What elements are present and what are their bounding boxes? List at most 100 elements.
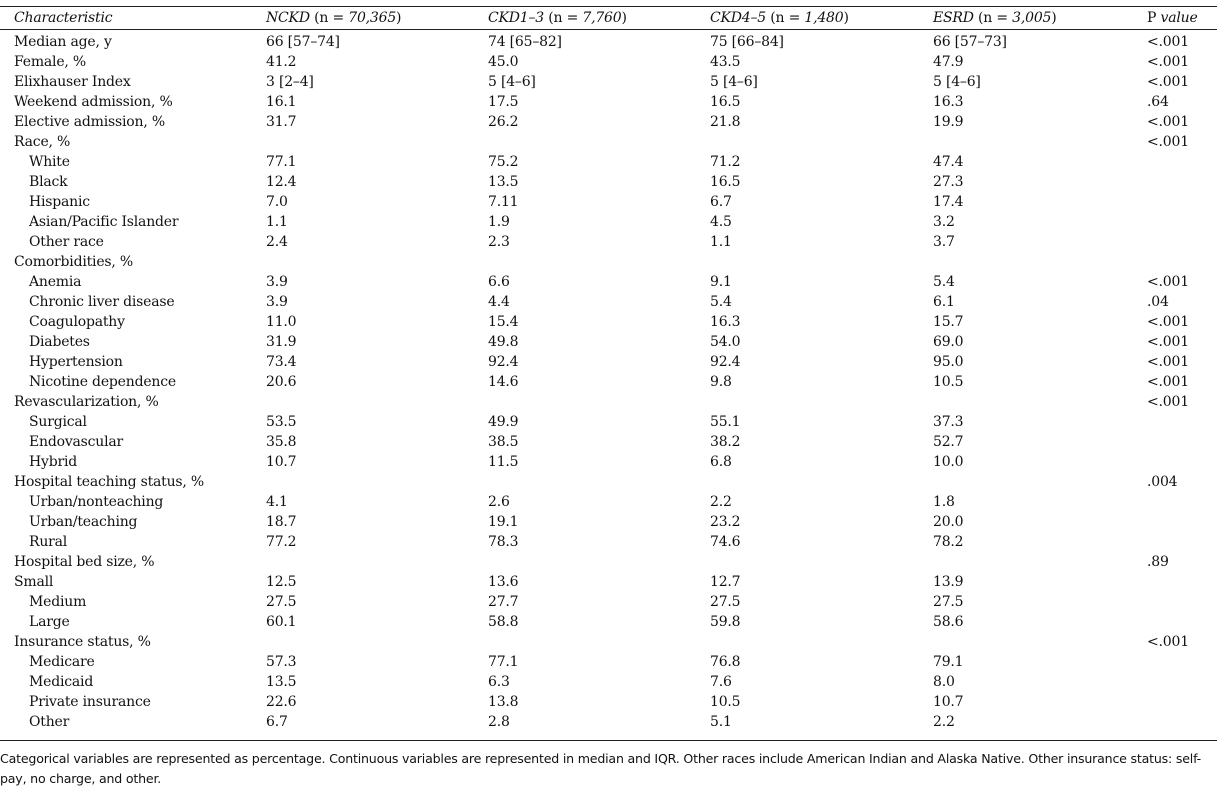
table-row: Female, % 41.2 45.0 43.5 47.9 <.001: [0, 52, 1217, 72]
cell-value: [710, 552, 933, 572]
table-row: Insurance status, % <.001: [0, 632, 1217, 652]
cell-value: [710, 252, 933, 272]
row-label: Medicare: [29, 654, 95, 670]
cell-p-value: [1147, 432, 1217, 452]
cell-value: 10.5: [710, 694, 741, 710]
row-label: Revascularization, %: [14, 394, 159, 410]
cell-value: 31.7: [266, 114, 297, 130]
cell-value: 13.6: [488, 574, 519, 590]
cell-value: 13.9: [933, 574, 964, 590]
cell-value: 18.7: [266, 514, 297, 530]
row-label: Chronic liver disease: [29, 294, 175, 310]
cell-p-value: [1147, 692, 1217, 712]
cell-p-value: <.001: [1147, 374, 1189, 390]
cell-value: 16.1: [266, 94, 297, 110]
table-row: Weekend admission, % 16.1 17.5 16.5 16.3 .64: [0, 92, 1217, 112]
cell-value: 59.8: [710, 614, 741, 630]
row-label: Large: [29, 614, 70, 630]
cell-value: 5.1: [710, 714, 732, 730]
cell-value: [933, 132, 1147, 152]
table-row: Hypertension 73.4 92.4 92.4 95.0 <.001: [0, 352, 1217, 372]
top-rule: [0, 6, 1217, 7]
cell-value: 35.8: [266, 434, 297, 450]
table-row: Large 60.1 58.8 59.8 58.6: [0, 612, 1217, 632]
cell-p-value: <.001: [1147, 334, 1189, 350]
cell-value: 2.6: [488, 494, 510, 510]
row-label: Female, %: [14, 54, 87, 70]
cell-value: 3.2: [933, 214, 955, 230]
cell-value: 13.5: [266, 674, 297, 690]
row-label: Diabetes: [29, 334, 90, 350]
cell-value: 75.2: [488, 154, 519, 170]
row-label: Comorbidities, %: [14, 254, 133, 270]
row-label: Nicotine dependence: [29, 374, 176, 390]
cell-value: 38.5: [488, 434, 519, 450]
table-row: Urban/nonteaching 4.1 2.6 2.2 1.8: [0, 492, 1217, 512]
cell-p-value: [1147, 252, 1217, 272]
table-row: Hispanic 7.0 7.11 6.7 17.4: [0, 192, 1217, 212]
row-label: Urban/nonteaching: [29, 494, 164, 510]
cell-value: [933, 392, 1147, 412]
cell-value: [266, 252, 488, 272]
row-label: Hospital bed size, %: [14, 554, 155, 570]
cell-value: 92.4: [710, 354, 741, 370]
cell-value: [488, 132, 710, 152]
table-row: Elective admission, % 31.7 26.2 21.8 19.9 <.0…: [0, 112, 1217, 132]
row-label: Small: [14, 574, 54, 590]
cell-value: 16.3: [933, 94, 964, 110]
table-row: Medicare 57.3 77.1 76.8 79.1: [0, 652, 1217, 672]
row-label: Private insurance: [29, 694, 151, 710]
cell-value: 57.3: [266, 654, 297, 670]
table-row: Chronic liver disease 3.9 4.4 5.4 6.1 .04: [0, 292, 1217, 312]
row-label: Medium: [29, 594, 87, 610]
cell-value: [488, 632, 710, 652]
cell-p-value: [1147, 532, 1217, 552]
cell-value: [266, 472, 488, 492]
cell-p-value: [1147, 152, 1217, 172]
cell-p-value: .004: [1147, 474, 1178, 490]
row-label: Coagulopathy: [29, 314, 125, 330]
cell-value: 58.6: [933, 614, 964, 630]
cell-value: [710, 392, 933, 412]
cell-value: 13.8: [488, 694, 519, 710]
table-row: Endovascular 35.8 38.5 38.2 52.7: [0, 432, 1217, 452]
cell-value: 38.2: [710, 434, 741, 450]
row-label: Hybrid: [29, 454, 78, 470]
cell-value: 17.5: [488, 94, 519, 110]
cell-value: [266, 552, 488, 572]
cell-p-value: [1147, 492, 1217, 512]
row-label: Elixhauser Index: [14, 74, 131, 90]
cell-value: 92.4: [488, 354, 519, 370]
cell-value: 69.0: [933, 334, 964, 350]
table-row: Hybrid 10.7 11.5 6.8 10.0: [0, 452, 1217, 472]
cell-value: 10.0: [933, 454, 964, 470]
row-label: Black: [29, 174, 68, 190]
cell-value: 11.5: [488, 454, 519, 470]
cell-value: 27.7: [488, 594, 519, 610]
cell-value: 4.5: [710, 214, 732, 230]
cell-p-value: [1147, 672, 1217, 692]
cell-value: [488, 552, 710, 572]
cell-value: 15.4: [488, 314, 519, 330]
cell-value: 75 [66–84]: [710, 34, 784, 50]
cell-value: 5.4: [933, 274, 955, 290]
cell-p-value: [1147, 652, 1217, 672]
cell-value: 15.7: [933, 314, 964, 330]
cell-value: 16.5: [710, 174, 741, 190]
cell-value: 10.5: [933, 374, 964, 390]
table-row: Hospital teaching status, % .004: [0, 472, 1217, 492]
cell-value: 19.9: [933, 114, 964, 130]
header-characteristic: Characteristic: [14, 10, 113, 26]
cell-value: 2.2: [933, 714, 955, 730]
cell-value: 74.6: [710, 534, 741, 550]
cell-value: 8.0: [933, 674, 955, 690]
row-label: Other: [29, 714, 70, 730]
cell-value: [488, 472, 710, 492]
row-label: Insurance status, %: [14, 634, 151, 650]
cell-p-value: [1147, 412, 1217, 432]
table-row: Other race 2.4 2.3 1.1 3.7: [0, 232, 1217, 252]
cell-value: 53.5: [266, 414, 297, 430]
cell-p-value: [1147, 452, 1217, 472]
cell-p-value: [1147, 612, 1217, 632]
